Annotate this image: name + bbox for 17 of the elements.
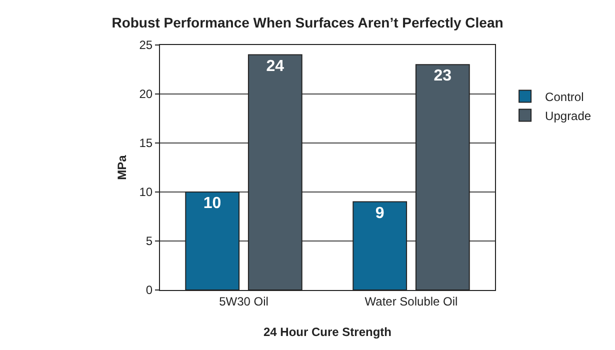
x-tick-label: Water Soluble Oil — [364, 294, 458, 308]
data-label: 9 — [375, 204, 384, 222]
y-tick-label: 0 — [146, 283, 153, 298]
y-axis-title: MPa — [115, 154, 129, 180]
chart-title: Robust Performance When Surfaces Aren’t Perfectly Clean — [112, 14, 504, 30]
data-label: 24 — [266, 58, 284, 75]
x-axis-title: 24 Hour Cure Strength — [263, 325, 392, 339]
y-tick-label: 5 — [146, 234, 153, 248]
data-label: 23 — [434, 68, 452, 85]
data-label: 10 — [203, 195, 222, 212]
y-tick-label: 25 — [139, 38, 153, 52]
legend-label: Control — [545, 90, 584, 104]
x-tick-label: 5W30 Oil — [219, 294, 268, 308]
legend-label: Upgrade — [545, 108, 592, 123]
y-tick-label: 20 — [139, 87, 153, 102]
y-tick-label: 10 — [139, 185, 153, 200]
y-tick-label: 15 — [139, 136, 153, 150]
